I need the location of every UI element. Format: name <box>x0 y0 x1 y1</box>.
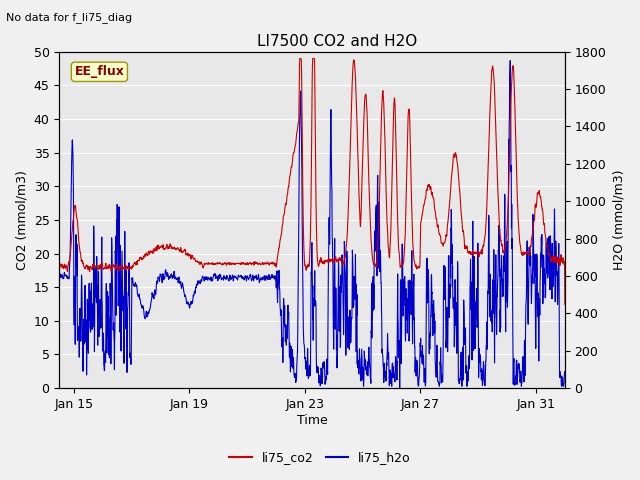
Title: LI7500 CO2 and H2O: LI7500 CO2 and H2O <box>257 34 417 49</box>
Legend: li75_co2, li75_h2o: li75_co2, li75_h2o <box>224 446 416 469</box>
X-axis label: Time: Time <box>297 414 328 427</box>
Text: EE_flux: EE_flux <box>74 65 124 78</box>
Y-axis label: CO2 (mmol/m3): CO2 (mmol/m3) <box>15 170 28 270</box>
Text: No data for f_li75_diag: No data for f_li75_diag <box>6 12 132 23</box>
Y-axis label: H2O (mmol/m3): H2O (mmol/m3) <box>612 169 625 270</box>
